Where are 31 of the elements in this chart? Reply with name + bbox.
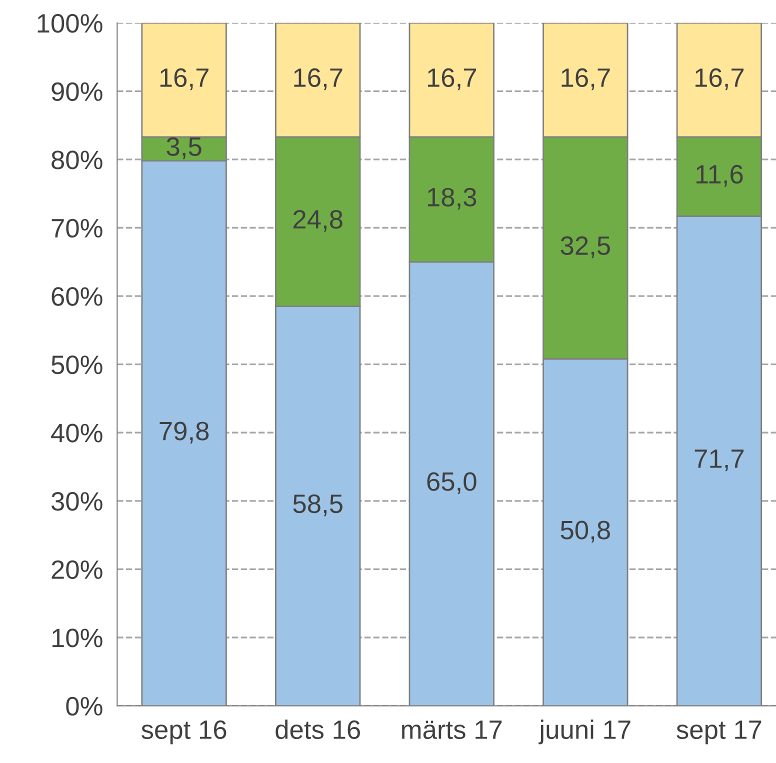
y-tick-label: 10%: [52, 628, 102, 648]
y-tick-label: 40%: [51, 424, 102, 442]
y-tick-label: 70%: [52, 218, 102, 238]
data-label: 32,5: [560, 236, 610, 258]
x-tick-label: märts 17: [402, 720, 502, 740]
data-label: 16,7: [696, 68, 744, 90]
data-label: 79,8: [160, 422, 209, 444]
data-label: 3,5: [166, 137, 202, 160]
x-tick-label: sept 17: [676, 720, 762, 744]
data-label: 16,7: [428, 68, 476, 90]
y-tick-label: 100%: [38, 14, 102, 33]
x-tick-label: juuni 17: [538, 720, 630, 744]
data-label: 16,7: [294, 68, 342, 90]
y-tick-label: 90%: [52, 82, 102, 101]
data-label: 24,8: [294, 210, 342, 232]
y-tick-label: 50%: [52, 355, 102, 374]
y-tick-label: 30%: [51, 492, 102, 511]
data-label: 50,8: [560, 520, 610, 543]
y-tick-label: 80%: [52, 150, 102, 170]
data-label: 58,5: [293, 494, 342, 516]
y-tick-label: 0%: [66, 696, 102, 716]
data-label: 16,7: [562, 68, 610, 90]
y-tick-label: 60%: [52, 287, 102, 306]
data-label: 65,0: [427, 472, 476, 494]
data-label: 11,6: [696, 164, 743, 187]
data-label: 18,3: [428, 188, 476, 210]
data-label: 71,7: [694, 450, 744, 472]
x-tick-label: sept 16: [142, 720, 226, 744]
y-tick-label: 20%: [52, 560, 102, 580]
x-tick-label: dets 16: [276, 720, 360, 740]
data-label: 16,7: [160, 68, 208, 90]
